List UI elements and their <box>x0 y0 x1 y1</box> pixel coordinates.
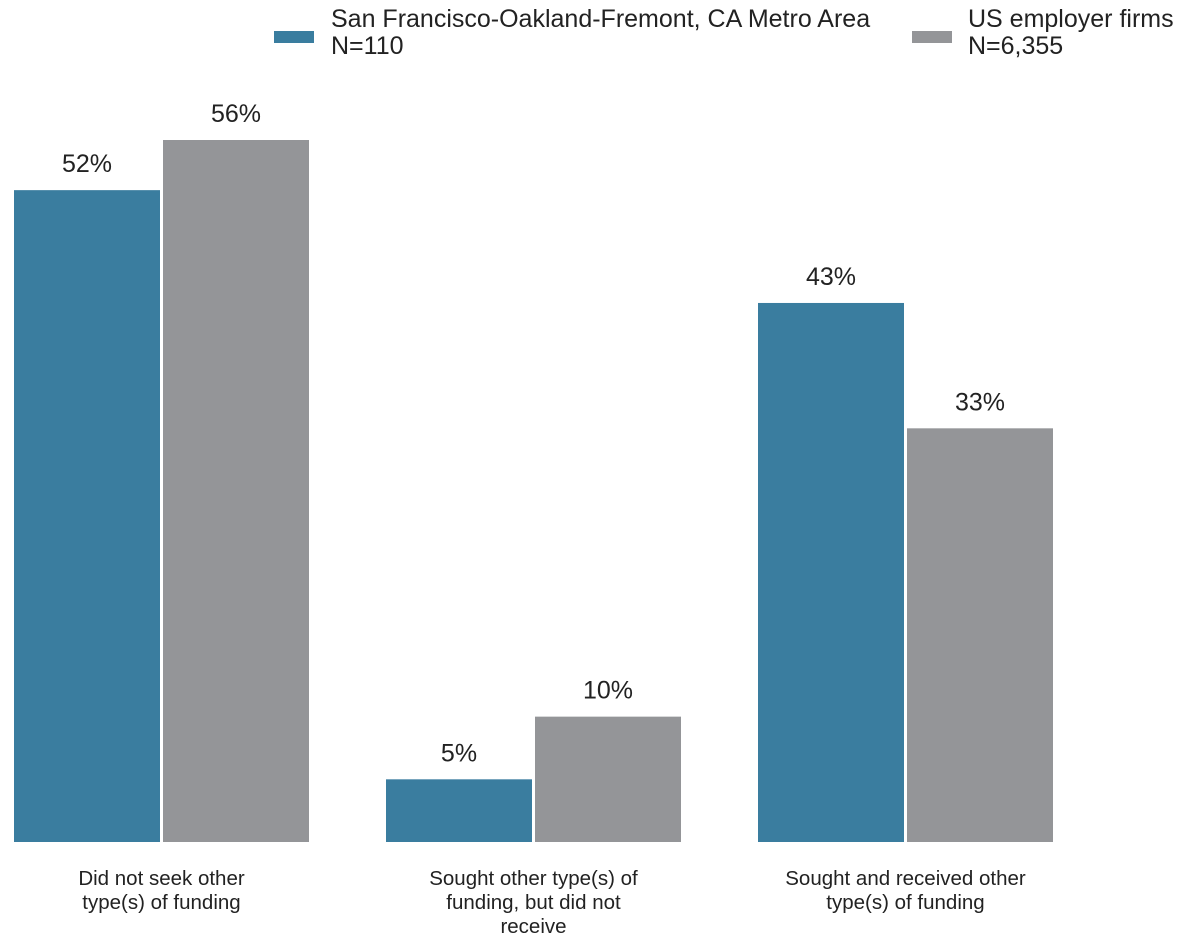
category-label-2-line-3: receive <box>500 915 566 936</box>
legend-swatch-series-2 <box>912 31 952 43</box>
value-label-series-1-category-1: 52% <box>62 150 112 178</box>
value-label-series-2-category-3: 33% <box>955 388 1005 416</box>
legend-swatch-series-1 <box>274 31 314 43</box>
legend-label-series-1-line-1: San Francisco-Oakland-Fremont, CA Metro … <box>331 5 870 33</box>
bar-series-2-category-2 <box>535 716 681 842</box>
bar-series-2-category-1 <box>163 140 309 842</box>
bar-series-2-category-3 <box>907 428 1053 842</box>
value-label-series-2-category-2: 10% <box>583 677 633 705</box>
value-labels-group: 52% 5% 43% 56% 10% 33% <box>62 100 1005 767</box>
value-label-series-1-category-2: 5% <box>441 739 477 767</box>
legend-label-series-1-line-2: N=110 <box>331 32 404 60</box>
value-label-series-1-category-3: 43% <box>806 263 856 291</box>
category-label-3-line-1: Sought and received other <box>785 867 1026 890</box>
bars-group <box>14 140 1053 843</box>
legend-label-series-2-line-2: N=6,355 <box>968 32 1063 60</box>
category-label-1-line-2: type(s) of funding <box>82 891 240 914</box>
category-label-1-line-1: Did not seek other <box>78 867 245 890</box>
value-label-series-2-category-1: 56% <box>211 100 261 128</box>
bar-series-1-category-2 <box>386 779 532 842</box>
legend: San Francisco-Oakland-Fremont, CA Metro … <box>274 5 1174 60</box>
legend-label-series-2-line-1: US employer firms <box>968 5 1174 33</box>
bar-series-1-category-3 <box>758 302 904 842</box>
bar-series-1-category-1 <box>14 190 160 843</box>
category-label-3-line-2: type(s) of funding <box>826 891 984 914</box>
category-label-2-line-1: Sought other type(s) of <box>429 867 638 890</box>
category-label-2-line-2: funding, but did not <box>446 891 621 914</box>
